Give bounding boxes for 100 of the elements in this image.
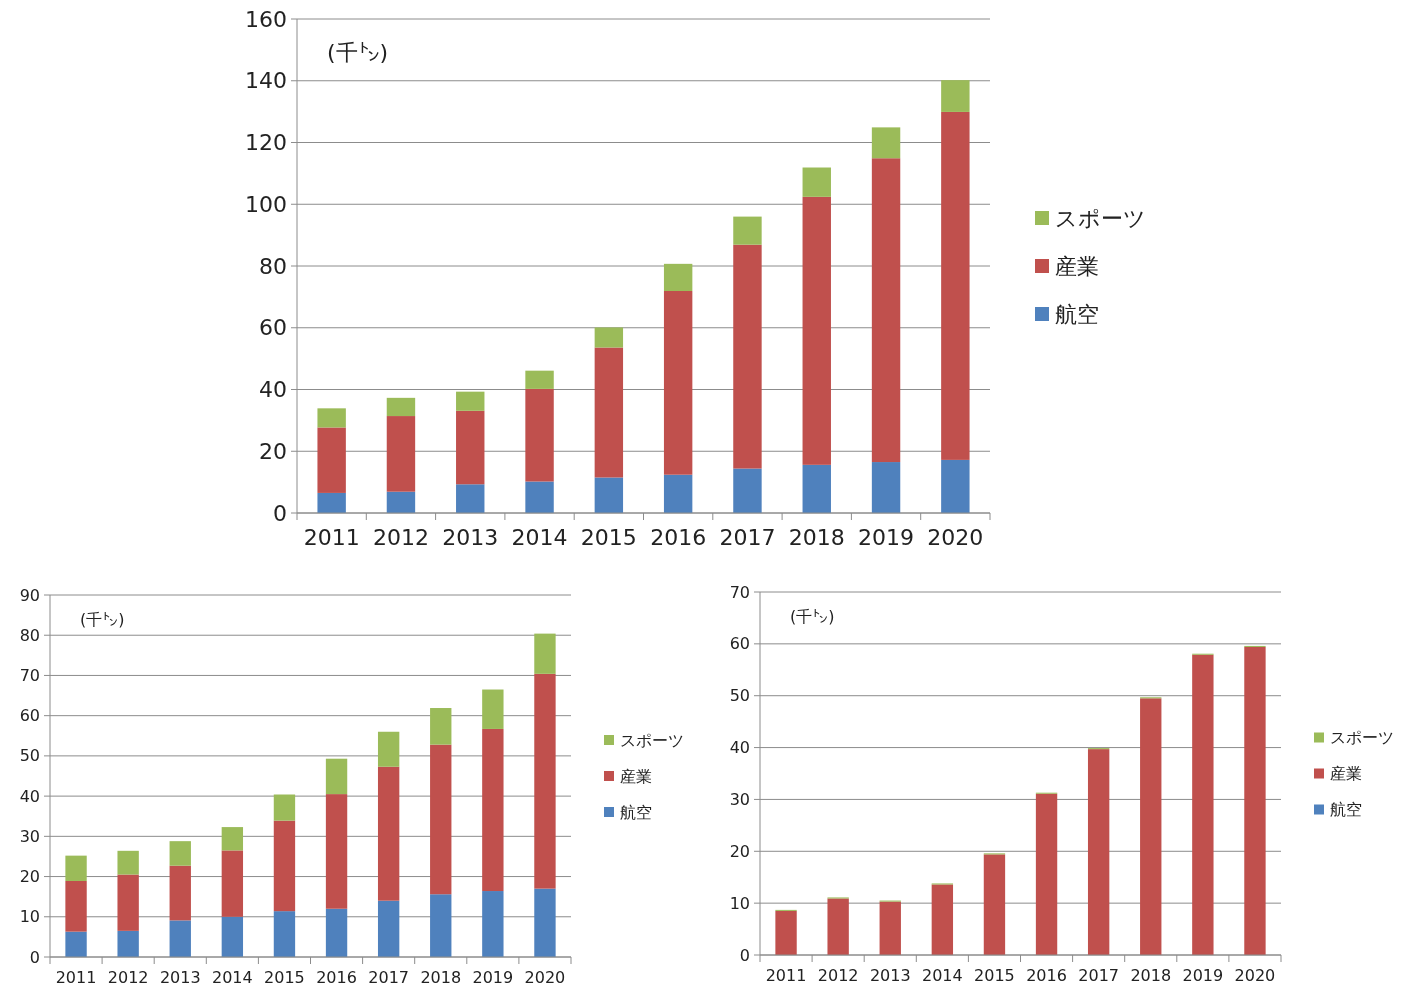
- bar: [802, 167, 831, 197]
- y-tick-label: 60: [259, 315, 287, 341]
- bar: [733, 244, 762, 469]
- y-axis-title: (千㌧): [790, 606, 835, 626]
- bar: [482, 891, 504, 957]
- bar: [325, 794, 348, 909]
- y-tick-label: 160: [245, 6, 287, 32]
- bar: [65, 931, 87, 957]
- legend-label: 産業: [1055, 253, 1099, 279]
- x-tick-label: 2019: [472, 968, 514, 987]
- bar: [377, 731, 400, 767]
- y-tick-label: 20: [729, 841, 750, 861]
- bar: [273, 911, 296, 957]
- bar: [525, 388, 554, 482]
- x-tick-label: 2014: [511, 525, 568, 550]
- y-tick-label: 30: [19, 826, 40, 846]
- y-tick-label: 20: [19, 867, 40, 887]
- bar: [273, 794, 296, 821]
- bar: [169, 841, 191, 866]
- y-axis-title: (千㌧): [80, 609, 125, 629]
- bar: [534, 888, 556, 957]
- bar: [221, 827, 244, 851]
- bar: [117, 874, 139, 931]
- x-tick-label: 2013: [159, 968, 201, 987]
- x-tick-label: 2014: [211, 968, 253, 987]
- y-tick-label: 50: [19, 746, 40, 766]
- legend-label: スポーツ: [1330, 728, 1394, 747]
- bar: [117, 930, 139, 957]
- bar: [456, 391, 485, 411]
- y-tick-label: 50: [729, 686, 750, 706]
- bar: [871, 158, 901, 463]
- bar: [377, 900, 400, 957]
- x-tick-label: 2013: [442, 525, 499, 550]
- bar: [317, 492, 346, 513]
- x-tick-label: 2017: [719, 525, 776, 550]
- bar: [482, 728, 504, 892]
- bar: [594, 347, 624, 478]
- bar: [65, 855, 87, 881]
- x-tick-label: 2020: [524, 968, 566, 987]
- bar: [534, 673, 556, 889]
- x-tick-label: 2015: [974, 966, 1015, 985]
- bar: [594, 327, 624, 348]
- legend-label: スポーツ: [1055, 205, 1146, 231]
- y-tick-label: 100: [245, 191, 287, 217]
- bar: [317, 427, 346, 493]
- x-tick-label: 2016: [650, 525, 707, 550]
- bar: [733, 216, 762, 245]
- bar: [871, 462, 901, 513]
- legend-label: スポーツ: [620, 730, 684, 750]
- bar: [169, 865, 191, 921]
- bar: [941, 80, 970, 112]
- bar: [430, 744, 452, 895]
- legend-label: 産業: [620, 766, 652, 786]
- y-tick-label: 140: [245, 68, 287, 94]
- y-tick-label: 80: [19, 625, 40, 645]
- x-tick-label: 2017: [1078, 966, 1120, 985]
- bar: [802, 464, 831, 513]
- x-tick-label: 2020: [1234, 966, 1276, 985]
- y-tick-label: 10: [19, 907, 40, 927]
- bar: [525, 481, 554, 513]
- y-tick-label: 40: [259, 377, 287, 402]
- y-tick-label: 60: [729, 634, 750, 654]
- y-tick-label: 70: [19, 665, 40, 685]
- bar: [1244, 646, 1266, 955]
- y-tick-label: 120: [245, 130, 287, 155]
- bar: [871, 127, 901, 159]
- bar: [169, 920, 191, 957]
- legend-label: 航空: [1055, 301, 1099, 327]
- x-tick-label: 2019: [858, 525, 915, 550]
- x-tick-label: 2011: [55, 968, 97, 987]
- y-tick-label: 0: [273, 500, 287, 526]
- bar: [1140, 698, 1162, 955]
- x-tick-label: 2017: [368, 968, 410, 987]
- bar: [386, 491, 416, 513]
- bar: [221, 916, 244, 957]
- bar: [534, 633, 556, 674]
- x-tick-label: 2016: [1026, 966, 1067, 985]
- bar: [273, 820, 296, 912]
- bar: [663, 291, 693, 475]
- x-tick-label: 2018: [1130, 966, 1172, 985]
- bar: [594, 477, 624, 513]
- bar: [430, 708, 452, 745]
- bar: [386, 416, 416, 492]
- bar: [827, 898, 849, 955]
- bar: [317, 408, 346, 428]
- x-tick-label: 2012: [817, 966, 859, 985]
- y-tick-label: 90: [19, 585, 40, 605]
- y-tick-label: 0: [29, 947, 40, 967]
- y-tick-label: 10: [729, 893, 750, 913]
- x-tick-label: 2011: [303, 525, 360, 550]
- bar: [1087, 749, 1110, 955]
- y-tick-label: 70: [729, 582, 750, 602]
- bar: [386, 397, 416, 417]
- bar: [775, 910, 797, 955]
- bar: [931, 884, 954, 955]
- y-tick-label: 30: [729, 789, 750, 809]
- x-tick-label: 2020: [927, 525, 984, 550]
- y-tick-label: 60: [19, 706, 40, 726]
- bar: [879, 901, 901, 955]
- x-tick-label: 2014: [921, 966, 963, 985]
